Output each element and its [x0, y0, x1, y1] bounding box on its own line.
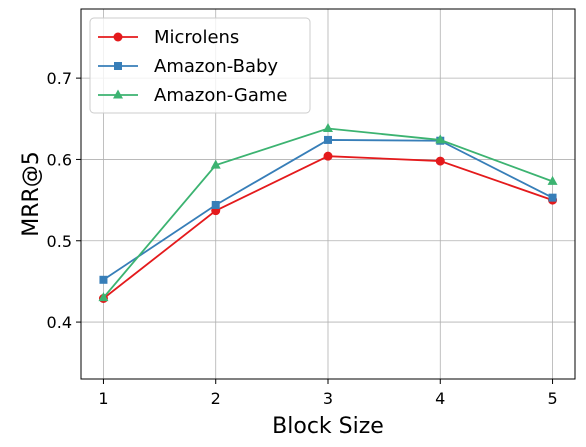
series-amazon-game — [98, 123, 558, 302]
legend-marker — [113, 89, 123, 99]
data-point-amazon-baby — [548, 193, 557, 202]
data-point-amazon-game — [98, 292, 109, 302]
y-tick-label: 0.4 — [47, 313, 72, 332]
legend-box — [89, 17, 311, 114]
data-point-amazon-game — [210, 159, 221, 169]
x-tick-label: 3 — [323, 389, 333, 408]
x-tick-label: 5 — [547, 389, 557, 408]
data-point-amazon-baby — [99, 275, 108, 284]
axis-ticks: 1 2 3 4 5 0.4 0.5 0.6 0.7 — [47, 69, 558, 408]
data-point-amazon-game — [547, 175, 558, 185]
legend-item-amazon-game: Amazon-Game — [98, 85, 288, 106]
data-point-microlens — [435, 156, 445, 166]
y-axis-label: MRR@5 — [19, 151, 44, 237]
data-point-amazon-game — [435, 134, 446, 144]
legend-item-microlens: Microlens — [98, 27, 239, 48]
y-tick-label: 0.7 — [47, 69, 72, 88]
data-point-amazon-game — [323, 123, 333, 133]
legend-label: Amazon-Baby — [154, 56, 278, 77]
x-tick-label: 2 — [211, 389, 221, 408]
x-tick-label: 1 — [98, 389, 108, 408]
legend-label: Amazon-Game — [154, 85, 288, 106]
data-point-amazon-baby — [211, 200, 220, 209]
x-tick-label: 4 — [435, 389, 445, 408]
series-layer — [98, 123, 558, 303]
legend-item-amazon-baby: Amazon-Baby — [98, 56, 278, 77]
legend-marker — [114, 62, 122, 70]
y-tick-label: 0.6 — [47, 150, 72, 169]
data-point-microlens — [323, 151, 333, 161]
legend-marker — [113, 32, 123, 42]
y-tick-label: 0.5 — [47, 232, 72, 251]
legend: Microlens Amazon-Baby Amazon-Game — [89, 17, 311, 114]
legend-label: Microlens — [154, 27, 239, 48]
data-point-amazon-baby — [324, 135, 332, 144]
x-axis-label: Block Size — [272, 414, 384, 439]
